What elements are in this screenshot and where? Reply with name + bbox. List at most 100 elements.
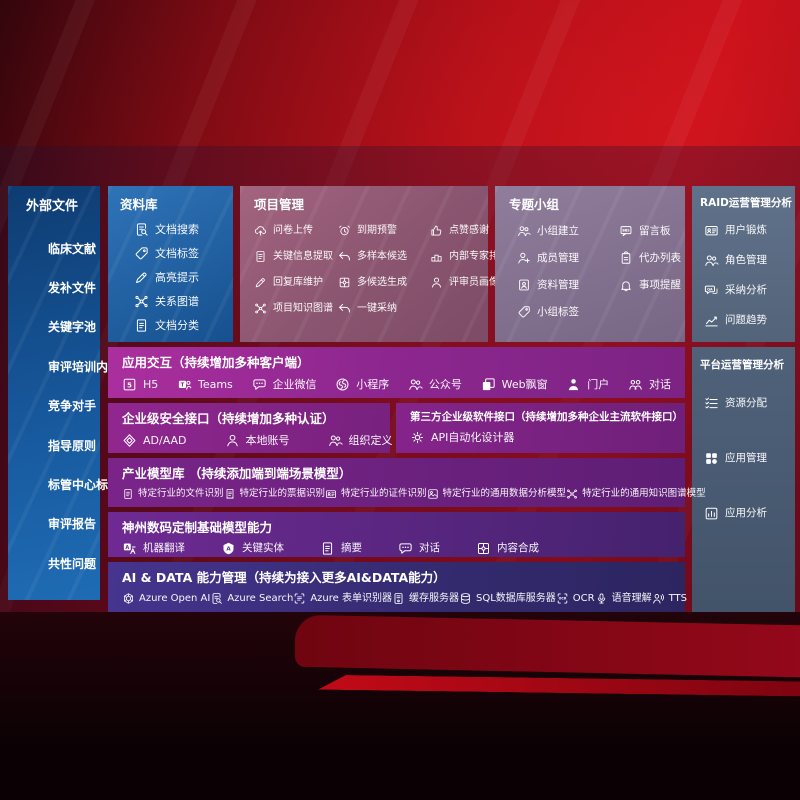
- list-item: 临床文献: [48, 242, 100, 256]
- client-item: 对话: [628, 377, 671, 392]
- capability-item: 内容合成: [476, 541, 539, 556]
- background-shape: [295, 614, 800, 678]
- list-item: 关键字池: [48, 320, 100, 334]
- band-third-party-api: 第三方企业级软件接口（持续增加多种企业主流软件接口） API自动化设计器: [396, 403, 685, 453]
- thumbs-up-icon: [430, 224, 443, 237]
- item-label: 发补文件: [48, 280, 97, 295]
- auth-list: AD/AAD 本地账号 组织定义: [122, 433, 393, 448]
- item-label: 留言板: [639, 224, 671, 237]
- item-label: 角色管理: [725, 253, 767, 266]
- capability-item: 机器翻译: [122, 541, 185, 556]
- client-item: Web飘窗: [481, 377, 548, 392]
- item-label: 小程序: [356, 377, 390, 391]
- panel-title: 专题小组: [509, 197, 560, 212]
- album-icon: [517, 278, 531, 292]
- item-label: 机器翻译: [143, 542, 185, 555]
- ai-data-service-list: Azure Open AI Azure Search Azure 表单识别器 缓…: [122, 592, 687, 605]
- item-label: 文档分类: [155, 318, 199, 332]
- shield-icon: [122, 433, 137, 448]
- id-card-icon: [325, 488, 337, 500]
- item-label: 关系图谱: [155, 294, 199, 308]
- translate-icon: [122, 541, 137, 556]
- feature-item: 评审员画像: [430, 276, 509, 289]
- doc-search-icon: [210, 592, 223, 605]
- arrow-back-icon: [338, 302, 351, 315]
- band-title: 第三方企业级软件接口（持续增加多种企业主流软件接口）: [410, 411, 683, 423]
- list-item: 共性问题: [48, 557, 100, 571]
- web-window-icon: [481, 377, 496, 392]
- third-party-list: API自动化设计器: [410, 430, 671, 445]
- ocr-icon: [556, 592, 569, 605]
- item-label: 小组建立: [537, 224, 579, 237]
- feature-item: 一键采纳: [338, 302, 430, 315]
- item-label: 共性问题: [48, 556, 97, 571]
- trend-icon: [704, 313, 719, 328]
- speech-icon: [595, 592, 608, 605]
- item-label: Teams: [197, 377, 233, 391]
- band-title: 神州数码定制基础模型能力: [122, 520, 273, 535]
- feature-item: 小组建立: [517, 224, 619, 238]
- graph-icon: [566, 488, 578, 500]
- client-list: H5 Teams 企业微信 小程序 公众号 Web飘窗: [122, 377, 671, 392]
- band-enterprise-security-api: 企业级安全接口（持续增加多种认证） AD/AAD 本地账号 组织定义: [108, 403, 393, 453]
- item-label: 成员管理: [537, 251, 579, 264]
- item-label: API自动化设计器: [431, 430, 515, 444]
- industry-model-list: 特定行业的文件识别 特定行业的票据识别 特定行业的证件识别 特定行业的通用数据分…: [122, 488, 706, 500]
- mini-program-icon: [335, 377, 350, 392]
- item-label: 点赞感谢: [449, 224, 489, 236]
- person-icon: [430, 276, 443, 289]
- auth-item: AD/AAD: [122, 433, 187, 448]
- item-label: 语音理解: [611, 592, 652, 604]
- feature-item: 内部专家排名: [430, 250, 509, 263]
- feature-item: 用户锻炼: [704, 223, 795, 238]
- item-label: 回复库维护: [273, 276, 323, 288]
- doc-icon: [134, 318, 149, 333]
- item-label: 采纳分析: [725, 283, 767, 296]
- item-label: 代办列表: [639, 251, 681, 264]
- chart-box-icon: [704, 506, 719, 521]
- background-bottom: [0, 612, 800, 800]
- feature-item: 成员管理: [517, 251, 619, 265]
- external-file-list: 临床文献 发补文件 关键字池 审评培训内容 竞争对手 指导原则 标管中心标准 审…: [8, 215, 120, 572]
- doc-search-icon: [134, 222, 149, 237]
- item-label: OCR: [572, 592, 595, 604]
- service-item: Azure Search: [210, 592, 293, 605]
- panel-project-management: 项目管理 问卷上传 到期预警 点赞感谢 关键信息提取 多样本候选: [240, 186, 509, 342]
- item-label: 组织定义: [348, 433, 393, 447]
- teams-icon: [177, 377, 192, 392]
- capability-item: 关键实体: [221, 541, 284, 556]
- people-icon: [517, 224, 531, 238]
- panel-title: 外部文件: [26, 199, 79, 214]
- feature-item: 到期预警: [338, 224, 430, 237]
- item-label: 企业微信: [272, 377, 317, 391]
- item-label: 特定行业的通用知识图谱模型: [582, 488, 706, 500]
- list-item: 标管中心标准: [48, 478, 120, 492]
- band-title: 应用交互（持续增加多种客户端）: [122, 355, 310, 370]
- client-item: 公众号: [408, 377, 462, 392]
- feature-item: 关键信息提取: [254, 250, 338, 263]
- bell-icon: [619, 278, 633, 292]
- clipboard-icon: [619, 251, 633, 265]
- rank-icon: [430, 250, 443, 263]
- bbs-icon: [619, 224, 633, 238]
- item-label: 应用分析: [725, 506, 767, 519]
- item-label: 关键字池: [48, 320, 97, 335]
- item-label: 用户锻炼: [725, 223, 767, 236]
- item-label: 对话: [419, 542, 440, 555]
- service-item: 缓存服务器: [392, 592, 459, 605]
- feature-item: 文档标签: [134, 246, 233, 261]
- people-icon: [704, 253, 719, 268]
- item-label: 评审员画像: [449, 276, 499, 288]
- feature-item: 代办列表: [619, 251, 685, 265]
- pencil-icon: [254, 276, 267, 289]
- client-item: H5: [122, 377, 158, 392]
- item-label: 关键信息提取: [273, 250, 333, 262]
- list-icon: [704, 396, 719, 411]
- graph-icon: [254, 302, 267, 315]
- image-icon: [427, 488, 439, 500]
- project-feature-grid: 问卷上传 到期预警 点赞感谢 关键信息提取 多样本候选 内部专家排名: [240, 212, 509, 315]
- item-label: 审评报告: [48, 517, 97, 532]
- item-label: 问题趋势: [725, 313, 767, 326]
- feature-item: 资料管理: [517, 278, 619, 292]
- panel-title: 资料库: [120, 197, 158, 212]
